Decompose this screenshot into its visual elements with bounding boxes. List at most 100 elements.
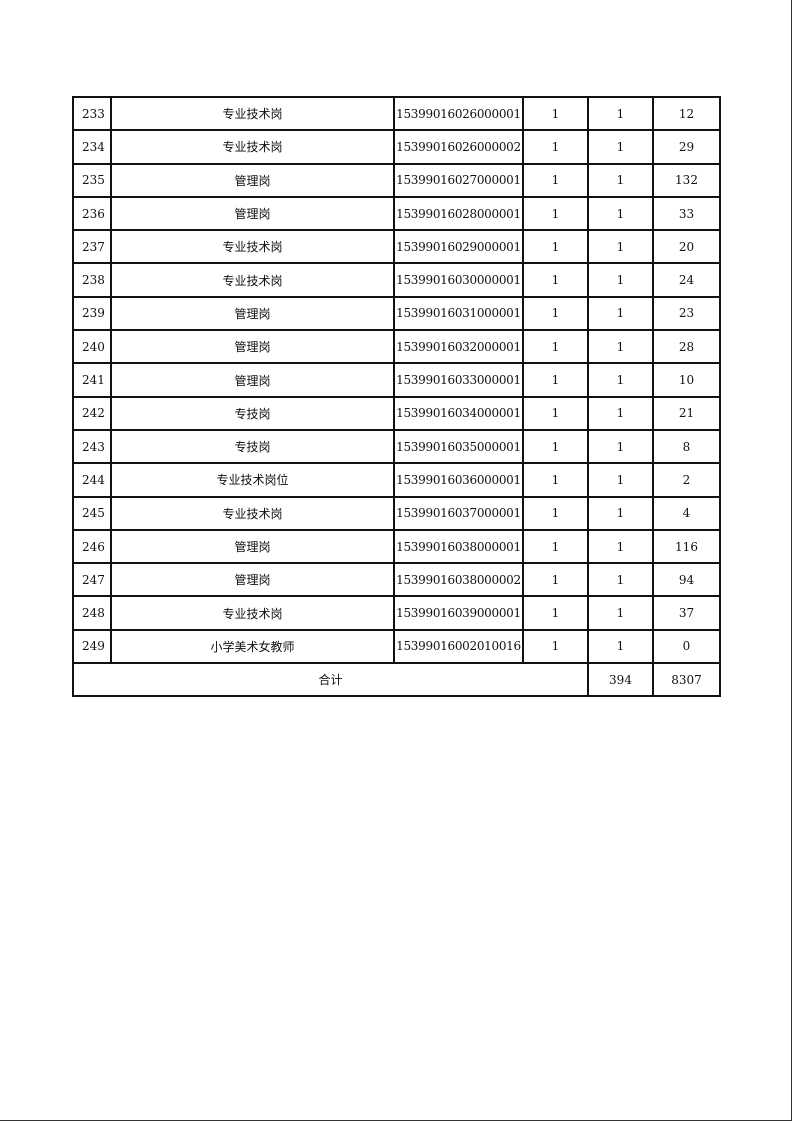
position-code: 15399016031000001 (393, 295, 524, 332)
row-number: 243 (72, 428, 112, 465)
row-number: 242 (72, 395, 112, 431)
position-name: 小学美术女教师 (110, 628, 395, 665)
page-edge-bottom (0, 1120, 792, 1121)
position-code: 15399016028000001 (393, 195, 524, 232)
position-code: 15399016032000001 (393, 329, 524, 365)
row-number: 245 (72, 495, 112, 531)
position-name: 管理岗 (110, 195, 395, 232)
applicant-count: 23 (652, 295, 721, 332)
position-name: 专技岗 (110, 428, 395, 465)
planned-count: 1 (522, 495, 589, 531)
count: 1 (587, 295, 654, 332)
table-row: 243 专技岗 15399016035000001 1 1 8 (72, 428, 721, 465)
count: 1 (587, 495, 654, 531)
applicant-count: 33 (652, 195, 721, 232)
applicant-count: 0 (652, 628, 721, 665)
position-code: 15399016038000001 (393, 528, 524, 565)
position-name: 管理岗 (110, 528, 395, 565)
position-name: 管理岗 (110, 329, 395, 365)
page-edge-right (791, 0, 792, 1121)
planned-count: 1 (522, 428, 589, 465)
count: 1 (587, 262, 654, 298)
total-label: 合计 (72, 662, 589, 698)
row-number: 233 (72, 95, 112, 132)
row-number: 241 (72, 362, 112, 398)
count: 1 (587, 528, 654, 565)
count: 1 (587, 428, 654, 465)
applicant-count: 20 (652, 229, 721, 265)
table-row: 249 小学美术女教师 15399016002010016 1 1 0 (72, 628, 721, 665)
count: 1 (587, 162, 654, 198)
planned-count: 1 (522, 195, 589, 232)
planned-count: 1 (522, 628, 589, 665)
position-name: 专业技术岗 (110, 495, 395, 531)
table-row: 237 专业技术岗 15399016029000001 1 1 20 (72, 229, 721, 265)
planned-count: 1 (522, 595, 589, 631)
row-number: 234 (72, 129, 112, 165)
applicant-count: 21 (652, 395, 721, 431)
planned-count: 1 (522, 129, 589, 165)
table-row: 248 专业技术岗 15399016039000001 1 1 37 (72, 595, 721, 631)
row-number: 239 (72, 295, 112, 332)
table-row: 236 管理岗 15399016028000001 1 1 33 (72, 195, 721, 232)
position-code: 15399016002010016 (393, 628, 524, 665)
table-row: 241 管理岗 15399016033000001 1 1 10 (72, 362, 721, 398)
position-name: 专技岗 (110, 395, 395, 431)
position-code: 15399016033000001 (393, 362, 524, 398)
position-name: 管理岗 (110, 562, 395, 598)
applicant-count: 4 (652, 495, 721, 531)
applicant-count: 2 (652, 462, 721, 498)
positions-table: 233 专业技术岗 15399016026000001 1 1 12 234 专业技术岗 153… (72, 95, 721, 698)
row-number: 248 (72, 595, 112, 631)
position-code: 15399016027000001 (393, 162, 524, 198)
count: 1 (587, 195, 654, 232)
position-code: 15399016035000001 (393, 428, 524, 465)
row-number: 244 (72, 462, 112, 498)
applicant-count: 8 (652, 428, 721, 465)
count: 1 (587, 595, 654, 631)
row-number: 238 (72, 262, 112, 298)
applicant-count: 37 (652, 595, 721, 631)
position-name: 专业技术岗 (110, 95, 395, 132)
applicant-count: 29 (652, 129, 721, 165)
applicant-count: 132 (652, 162, 721, 198)
table-row: 235 管理岗 15399016027000001 1 1 132 (72, 162, 721, 198)
table-row: 234 专业技术岗 15399016026000002 1 1 29 (72, 129, 721, 165)
count: 1 (587, 95, 654, 132)
planned-count: 1 (522, 395, 589, 431)
count: 1 (587, 229, 654, 265)
count: 1 (587, 562, 654, 598)
count: 1 (587, 329, 654, 365)
applicant-count: 24 (652, 262, 721, 298)
count: 1 (587, 628, 654, 665)
applicant-count: 12 (652, 95, 721, 132)
table-row: 242 专技岗 15399016034000001 1 1 21 (72, 395, 721, 431)
table-row: 239 管理岗 15399016031000001 1 1 23 (72, 295, 721, 332)
count: 1 (587, 129, 654, 165)
position-code: 15399016034000001 (393, 395, 524, 431)
position-name: 专业技术岗 (110, 595, 395, 631)
table-row: 233 专业技术岗 15399016026000001 1 1 12 (72, 95, 721, 132)
position-code: 15399016026000001 (393, 95, 524, 132)
planned-count: 1 (522, 329, 589, 365)
count: 1 (587, 395, 654, 431)
position-name: 管理岗 (110, 162, 395, 198)
position-name: 管理岗 (110, 362, 395, 398)
table-row: 247 管理岗 15399016038000002 1 1 94 (72, 562, 721, 598)
row-number: 236 (72, 195, 112, 232)
planned-count: 1 (522, 262, 589, 298)
position-code: 15399016038000002 (393, 562, 524, 598)
position-name: 专业技术岗位 (110, 462, 395, 498)
position-code: 15399016030000001 (393, 262, 524, 298)
position-name: 专业技术岗 (110, 262, 395, 298)
planned-count: 1 (522, 229, 589, 265)
position-code: 15399016036000001 (393, 462, 524, 498)
planned-count: 1 (522, 528, 589, 565)
table-row: 246 管理岗 15399016038000001 1 1 116 (72, 528, 721, 565)
planned-count: 1 (522, 462, 589, 498)
total-row: 合计 394 8307 (72, 662, 721, 698)
planned-count: 1 (522, 295, 589, 332)
planned-count: 1 (522, 95, 589, 132)
total-count: 394 (587, 662, 654, 698)
applicant-count: 116 (652, 528, 721, 565)
